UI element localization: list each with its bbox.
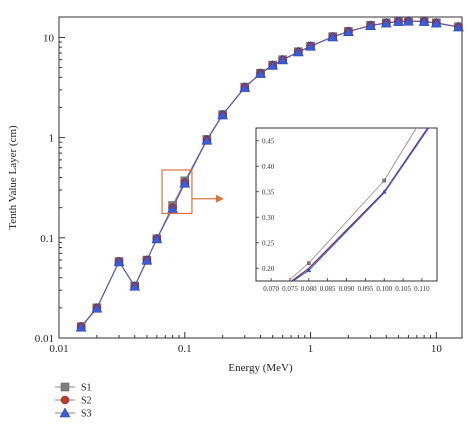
y-axis-title: Tenth Value Layer (cm) — [7, 125, 19, 230]
inset-plot: 0.070 0.075 0.080 0.085 0.090 0.095 0.100 0.105… — [255, 127, 438, 293]
data-point-s3 — [217, 109, 229, 120]
inset-x-tick-label: 0.085 — [320, 285, 336, 293]
inset-x-tick-label: 0.070 — [263, 285, 279, 293]
main-plot-area: 0.010.01 0.1 0.1 1 1 10 10 — [35, 15, 464, 355]
x-tick-label: 1 — [308, 343, 314, 355]
x-axis-title: Energy (MeV) — [228, 362, 293, 374]
data-point-s3 — [342, 26, 354, 36]
data-point-s3 — [91, 302, 103, 313]
data-point-s3 — [179, 177, 191, 188]
data-point-s3 — [380, 17, 392, 28]
inset-x-tick-label: 0.105 — [395, 285, 411, 293]
data-point-s3 — [201, 134, 213, 145]
data-point-s3 — [255, 68, 266, 78]
data-point-s3 — [277, 54, 289, 65]
inset-x-tick-label: 0.075 — [282, 285, 298, 293]
legend-marker-s2 — [60, 395, 70, 405]
data-point-s3 — [167, 203, 179, 213]
inset-line-s3 — [292, 127, 430, 282]
inset-x-tick-label: 0.090 — [339, 285, 355, 293]
y-tick-label: 1 — [49, 133, 55, 145]
inset-x-tick-label: 0.080 — [301, 285, 317, 293]
inset-point-s1 — [306, 261, 311, 265]
data-point-s3 — [75, 321, 87, 332]
legend-marker-s3 — [59, 407, 71, 418]
data-point-s3 — [267, 59, 279, 70]
legend-marker-s1 — [60, 382, 70, 392]
x-tick-label: 10 — [431, 343, 443, 355]
inset-x-tick-label: 0.110 — [414, 285, 430, 293]
inset-line-s1 — [287, 127, 417, 282]
inset-point-s3 — [306, 267, 312, 273]
data-point-s3 — [305, 40, 316, 51]
inset-point-s1 — [382, 178, 387, 183]
inset-y-tick-label: 0.30 — [262, 214, 275, 222]
data-point-s3 — [129, 280, 141, 291]
data-point-s3 — [327, 31, 339, 42]
x-tick-label: 0.1 — [178, 343, 192, 355]
legend-label: S1 — [81, 383, 92, 394]
zoom-arrow-head — [215, 194, 224, 203]
inset-y-tick-label: 0.40 — [262, 163, 275, 171]
data-point-s3 — [430, 17, 442, 28]
data-point-s3 — [453, 21, 464, 32]
data-point-s3 — [151, 233, 163, 244]
data-point-s3 — [239, 82, 251, 92]
inset-line-s2 — [291, 127, 429, 282]
inset-point-s3 — [381, 189, 387, 194]
inset-frame — [255, 127, 438, 282]
y-tick-label: 0.01 — [35, 333, 54, 345]
data-point-s3 — [365, 20, 376, 30]
data-point-s3 — [418, 16, 430, 26]
data-point-s3 — [292, 46, 304, 57]
legend: S1 S2 S3 — [55, 383, 92, 420]
inset-x-tick-label: 0.095 — [357, 285, 373, 293]
zoom-indicator — [161, 169, 224, 215]
x-tick-label: 0.01 — [49, 343, 68, 355]
inset-x-tick-label: 0.100 — [376, 285, 392, 293]
data-point-s3 — [402, 15, 414, 26]
data-point-s3 — [113, 256, 125, 267]
inset-y-tick-label: 0.45 — [262, 137, 275, 145]
legend-label: S2 — [81, 396, 92, 407]
y-tick-label: 0.1 — [40, 233, 54, 245]
zoom-box — [161, 169, 193, 215]
inset-y-tick-label: 0.35 — [262, 188, 275, 196]
y-tick-label: 10 — [43, 32, 55, 44]
inset-y-tick-label: 0.20 — [262, 265, 275, 273]
data-point-s3 — [141, 254, 153, 265]
inset-y-tick-label: 0.25 — [262, 239, 275, 247]
data-point-s3 — [393, 16, 404, 26]
legend-label: S3 — [81, 409, 92, 420]
